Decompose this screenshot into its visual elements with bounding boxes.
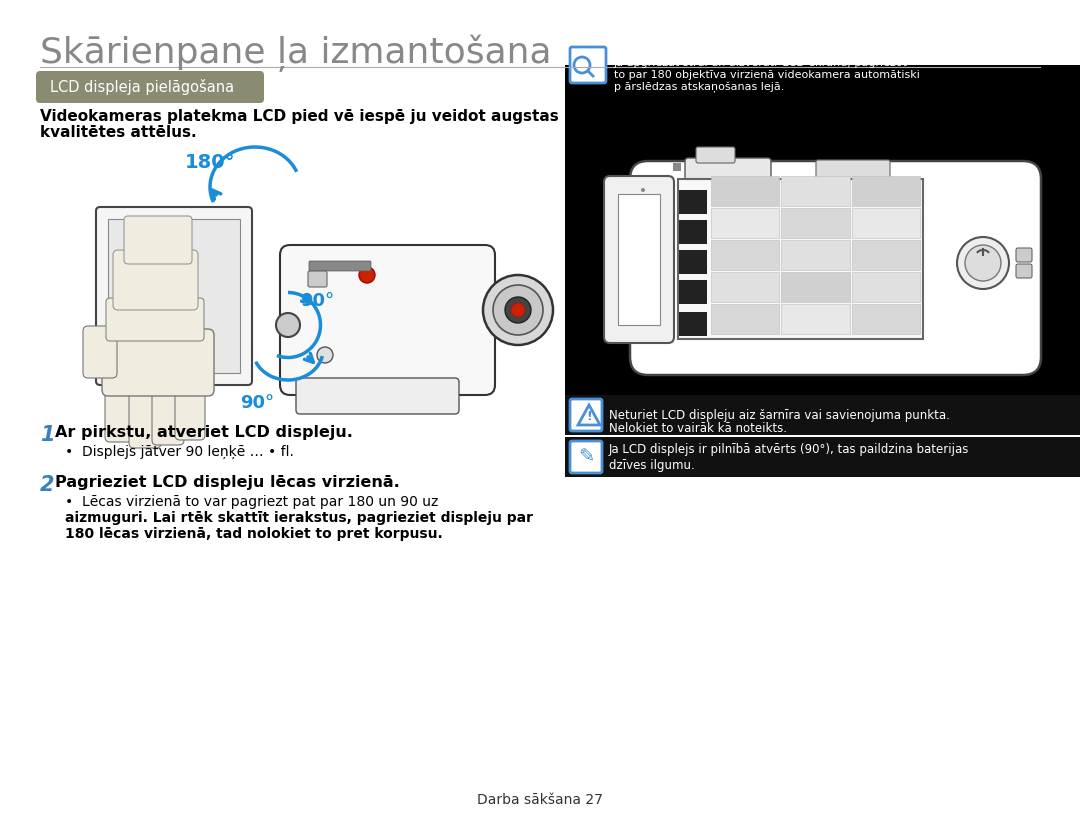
FancyBboxPatch shape xyxy=(36,71,264,103)
FancyBboxPatch shape xyxy=(630,161,1041,375)
FancyBboxPatch shape xyxy=(152,389,184,445)
Text: LCD displeja pielāgošana: LCD displeja pielāgošana xyxy=(50,79,234,95)
Text: ✎: ✎ xyxy=(578,447,594,466)
Circle shape xyxy=(109,360,121,372)
FancyBboxPatch shape xyxy=(113,250,198,310)
FancyBboxPatch shape xyxy=(296,378,459,414)
Circle shape xyxy=(276,313,300,337)
Text: •  Lēcas virzienā to var pagriezt pat par 180 un 90 uz: • Lēcas virzienā to var pagriezt pat par… xyxy=(65,495,438,509)
FancyBboxPatch shape xyxy=(852,176,920,206)
FancyBboxPatch shape xyxy=(852,304,920,334)
Text: Ja apgriežat strdi un aizveratr LCD ekrānu, pagriezot: Ja apgriežat strdi un aizveratr LCD ekrā… xyxy=(615,58,908,68)
FancyBboxPatch shape xyxy=(679,220,707,244)
FancyBboxPatch shape xyxy=(711,208,780,238)
Text: Nelokiet to vairāk kā noteikts.: Nelokiet to vairāk kā noteikts. xyxy=(609,422,787,435)
FancyBboxPatch shape xyxy=(781,208,850,238)
FancyBboxPatch shape xyxy=(1016,264,1032,278)
FancyBboxPatch shape xyxy=(570,47,606,83)
Circle shape xyxy=(642,188,645,192)
FancyBboxPatch shape xyxy=(711,240,780,270)
FancyBboxPatch shape xyxy=(565,395,1080,435)
FancyBboxPatch shape xyxy=(129,390,161,448)
FancyBboxPatch shape xyxy=(1016,248,1032,262)
Text: dzīves ilgumu.: dzīves ilgumu. xyxy=(609,459,694,472)
Text: Videokameras platekma LCD pied vē iespē ju veidot augstas: Videokameras platekma LCD pied vē iespē … xyxy=(40,109,558,124)
Text: Neturiet LCD displeju aiz šarnīra vai savienojuma punkta.: Neturiet LCD displeju aiz šarnīra vai sa… xyxy=(609,408,950,422)
FancyBboxPatch shape xyxy=(124,216,192,264)
FancyBboxPatch shape xyxy=(685,158,771,182)
Circle shape xyxy=(318,347,333,363)
FancyBboxPatch shape xyxy=(679,250,707,274)
FancyBboxPatch shape xyxy=(565,437,1080,477)
FancyBboxPatch shape xyxy=(308,271,327,287)
FancyBboxPatch shape xyxy=(309,261,372,271)
FancyBboxPatch shape xyxy=(105,380,137,442)
FancyBboxPatch shape xyxy=(673,163,681,171)
FancyBboxPatch shape xyxy=(604,176,674,343)
Text: 2: 2 xyxy=(40,475,54,495)
FancyBboxPatch shape xyxy=(781,272,850,302)
FancyBboxPatch shape xyxy=(570,441,602,473)
FancyBboxPatch shape xyxy=(570,399,602,431)
FancyBboxPatch shape xyxy=(102,329,214,396)
FancyBboxPatch shape xyxy=(83,326,117,378)
FancyBboxPatch shape xyxy=(781,304,850,334)
FancyBboxPatch shape xyxy=(781,176,850,206)
Text: 180°: 180° xyxy=(185,153,235,172)
Text: p ārslēdzas atskaņošanas lejā.: p ārslēdzas atskaņošanas lejā. xyxy=(615,82,784,92)
FancyBboxPatch shape xyxy=(280,245,495,395)
Text: 1: 1 xyxy=(40,425,54,445)
FancyBboxPatch shape xyxy=(106,298,204,341)
Circle shape xyxy=(957,237,1009,289)
Text: 180 lēcas virzienā, tad nolokiet to pret korpusu.: 180 lēcas virzienā, tad nolokiet to pret… xyxy=(65,527,443,541)
Text: 90°: 90° xyxy=(240,394,274,412)
Circle shape xyxy=(359,267,375,283)
FancyBboxPatch shape xyxy=(565,65,1080,395)
Circle shape xyxy=(483,275,553,345)
Text: Ar pirkstu, atveriet LCD displeju.: Ar pirkstu, atveriet LCD displeju. xyxy=(55,425,353,440)
FancyBboxPatch shape xyxy=(711,176,780,206)
FancyBboxPatch shape xyxy=(618,194,660,325)
Text: Skārienpane ļa izmantošana: Skārienpane ļa izmantošana xyxy=(40,35,552,73)
Text: kvalitētes attēlus.: kvalitētes attēlus. xyxy=(40,125,197,140)
FancyBboxPatch shape xyxy=(816,160,890,179)
Circle shape xyxy=(492,285,543,335)
FancyBboxPatch shape xyxy=(781,240,850,270)
Text: Darba sākšana 27: Darba sākšana 27 xyxy=(477,793,603,807)
Text: 90°: 90° xyxy=(300,292,334,310)
FancyBboxPatch shape xyxy=(852,272,920,302)
Text: •  Displejs jātver 90 leņķē … • fl.: • Displejs jātver 90 leņķē … • fl. xyxy=(65,445,294,460)
FancyBboxPatch shape xyxy=(679,312,707,336)
FancyBboxPatch shape xyxy=(175,388,205,440)
Circle shape xyxy=(505,297,531,323)
Text: Ja LCD displejs ir pilnībā atvērts (90°), tas paildzina baterijas: Ja LCD displejs ir pilnībā atvērts (90°)… xyxy=(609,444,970,456)
Text: Pagrieziet LCD displeju lēcas virzienā.: Pagrieziet LCD displeju lēcas virzienā. xyxy=(55,475,400,490)
FancyBboxPatch shape xyxy=(711,304,780,334)
FancyBboxPatch shape xyxy=(679,190,707,214)
FancyBboxPatch shape xyxy=(108,219,240,373)
FancyBboxPatch shape xyxy=(679,280,707,304)
Circle shape xyxy=(966,245,1001,281)
Text: !: ! xyxy=(586,411,592,423)
FancyBboxPatch shape xyxy=(678,179,923,339)
FancyBboxPatch shape xyxy=(96,207,252,385)
FancyBboxPatch shape xyxy=(852,240,920,270)
Text: aizmuguri. Lai rtēk skattīt ierakstus, pagrieziet displeju par: aizmuguri. Lai rtēk skattīt ierakstus, p… xyxy=(65,511,534,525)
Text: to par 180 objektīva virzienā videokamera automātiski: to par 180 objektīva virzienā videokamer… xyxy=(615,70,920,80)
Circle shape xyxy=(511,303,525,317)
FancyBboxPatch shape xyxy=(852,208,920,238)
FancyBboxPatch shape xyxy=(711,272,780,302)
FancyBboxPatch shape xyxy=(696,147,735,163)
